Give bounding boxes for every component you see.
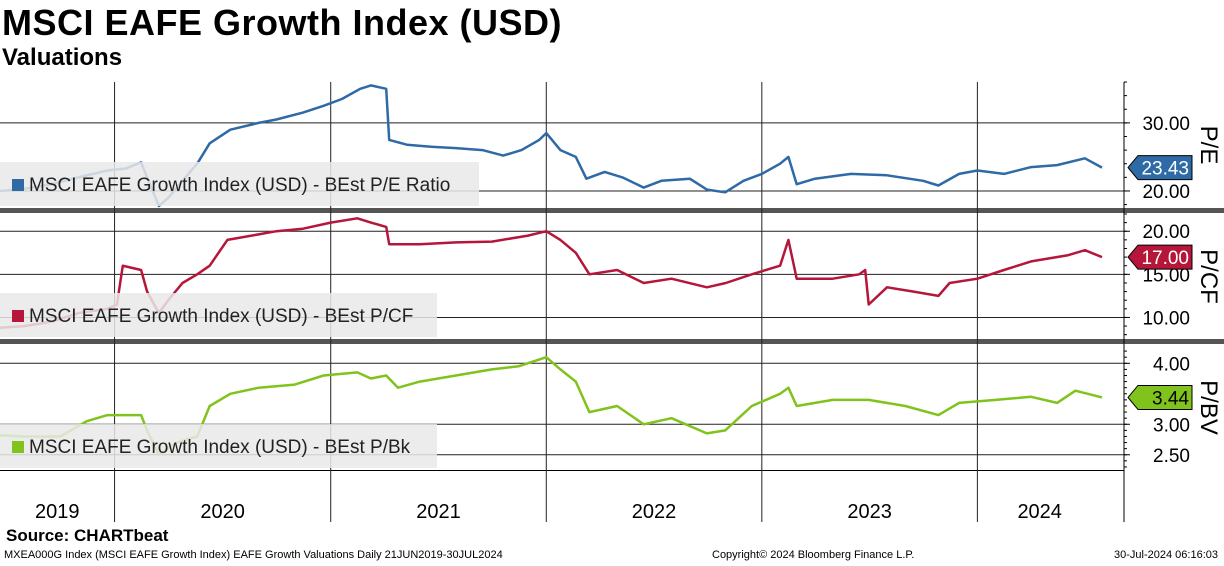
x-tick-label: 2019 [35, 501, 80, 523]
legend-swatch [12, 179, 24, 191]
y-tick-label: 2.50 [1153, 446, 1190, 467]
y-tick-label: 15.00 [1142, 265, 1190, 286]
chart-title: MSCI EAFE Growth Index (USD) [2, 2, 563, 43]
chart-subtitle: Valuations [2, 44, 123, 71]
legend-label: MSCI EAFE Growth Index (USD) - BEst P/Bk [29, 437, 411, 458]
legend-box [0, 424, 437, 468]
y-tick-label: 10.00 [1142, 308, 1190, 329]
last-value-label: 23.43 [1141, 159, 1189, 180]
panel-separator [0, 339, 1224, 344]
axis-layer: 20.0030.00P/E23.4310.0015.0020.00P/CF17.… [35, 81, 1222, 523]
x-axis-baseline [0, 470, 1124, 471]
last-value-label: 17.00 [1141, 248, 1189, 269]
x-tick-label: 2022 [632, 501, 677, 523]
x-tick-label: 2024 [1017, 501, 1062, 523]
legend-box [0, 293, 437, 337]
y-tick-label: 4.00 [1153, 354, 1190, 375]
legend-box [0, 162, 479, 206]
footer-copyright: Copyright© 2024 Bloomberg Finance L.P. [712, 549, 915, 561]
last-value-tag [1127, 384, 1193, 410]
last-value-tag [1127, 244, 1193, 270]
last-value-tag [1127, 155, 1193, 181]
series-layer [0, 84, 1103, 457]
last-value-label: 3.44 [1152, 388, 1189, 409]
panel-separator [0, 208, 1224, 213]
footer-timestamp: 30-Jul-2024 06:16:03 [1114, 549, 1218, 561]
x-tick-label: 2023 [847, 501, 892, 523]
source-note: Source: CHARTbeat [6, 526, 169, 545]
y-tick-label: 20.00 [1142, 222, 1190, 243]
legend-label: MSCI EAFE Growth Index (USD) - BEst P/E … [29, 175, 450, 196]
legend-layer: MSCI EAFE Growth Index (USD) - BEst P/E … [0, 162, 479, 468]
y-axis-title: P/CF [1195, 249, 1222, 304]
y-tick-label: 3.00 [1153, 415, 1190, 436]
legend-swatch [12, 310, 24, 322]
y-axis-title: P/E [1195, 126, 1222, 165]
legend-label: MSCI EAFE Growth Index (USD) - BEst P/CF [29, 306, 413, 327]
x-tick-label: 2021 [416, 501, 461, 523]
x-tick-label: 2020 [200, 501, 245, 523]
footer-info: MXEA000G Index (MSCI EAFE Growth Index) … [4, 549, 503, 561]
y-axis-title: P/BV [1195, 380, 1222, 435]
y-tick-label: 30.00 [1142, 114, 1190, 135]
y-tick-label: 20.00 [1142, 182, 1190, 203]
grid-layer [0, 82, 1224, 522]
legend-swatch [12, 441, 24, 453]
